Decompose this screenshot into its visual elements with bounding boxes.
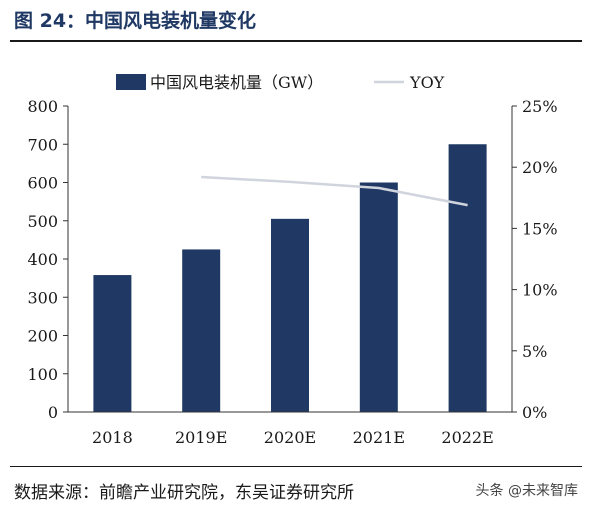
bar-2021E [359, 182, 398, 412]
legend-bar-swatch [116, 74, 146, 90]
left-tick-label: 700 [27, 135, 58, 154]
chart-legend: 中国风电装机量（GW） YOY [116, 73, 445, 92]
left-tick-label: 800 [27, 97, 58, 116]
legend-line-label: YOY [409, 73, 445, 92]
figure-title: 图 24：中国风电装机量变化 [14, 10, 257, 32]
left-tick-label: 100 [27, 365, 58, 384]
left-tick-label: 200 [27, 327, 58, 346]
left-tick-label: 0 [48, 403, 58, 422]
left-y-axis: 0 100 200 300 400 500 600 700 800 [27, 97, 69, 422]
title-rule [10, 40, 582, 42]
left-tick-label: 300 [27, 288, 58, 307]
right-tick-label: 10% [522, 281, 558, 300]
yoy-line [201, 175, 468, 207]
x-tick-label: 2022E [441, 428, 493, 447]
right-tick-label: 0% [522, 403, 547, 422]
wind-capacity-chart: 中国风电装机量（GW） YOY 0 100 200 300 400 500 600 700 800… [27, 73, 558, 447]
left-tick-label: 500 [27, 212, 58, 231]
left-tick-label: 600 [27, 174, 58, 193]
x-tick-label: 2018 [92, 428, 133, 447]
bar-2020E [271, 218, 309, 412]
bar-series [93, 144, 487, 412]
right-y-axis: 0% 5% 10% 15% 20% 25% [511, 97, 558, 422]
bar-2019E [182, 249, 221, 412]
watermark: 头条 @未来智库 [473, 480, 580, 500]
yoy-series [201, 175, 468, 207]
x-tick-label: 2020E [264, 428, 316, 447]
x-tick-label: 2021E [353, 428, 405, 447]
x-tick-label: 2019E [175, 428, 227, 447]
bar-2018 [93, 275, 132, 412]
right-tick-label: 15% [522, 219, 558, 238]
right-tick-label: 25% [522, 97, 558, 116]
data-source: 数据来源：前瞻产业研究院，东吴证券研究所 [14, 483, 354, 503]
bar-2022E [448, 144, 487, 412]
right-tick-label: 5% [522, 342, 547, 361]
right-tick-label: 20% [522, 158, 558, 177]
source-rule [10, 466, 582, 467]
x-axis: 2018 2019E 2020E 2021E 2022E [68, 411, 512, 447]
left-tick-label: 400 [27, 250, 58, 269]
legend-bar-label: 中国风电装机量（GW） [150, 73, 323, 92]
